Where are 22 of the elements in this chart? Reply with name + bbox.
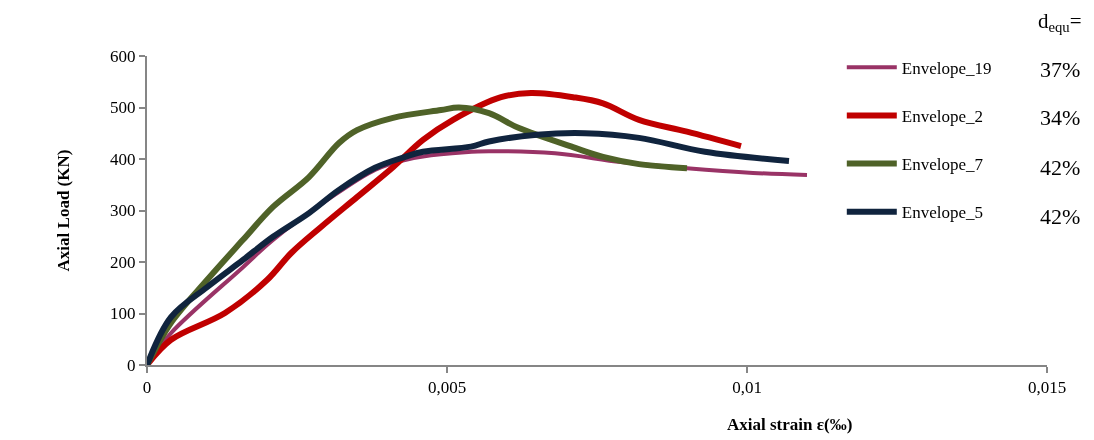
x-tick-label: 0,01: [732, 378, 762, 398]
legend-label: Envelope_5: [901, 203, 983, 223]
y-axis-title: Axial Load (KN): [54, 149, 74, 272]
y-tick-label: 400: [110, 149, 136, 169]
y-tick-label: 0: [127, 355, 136, 375]
text: d$_{equ}$=: [1038, 9, 1082, 36]
y-tick-label: 300: [110, 201, 136, 221]
legend-label: Envelope_2: [901, 107, 983, 127]
x-tick-label: 0: [142, 378, 152, 398]
annotation: 37%: [1040, 57, 1081, 82]
x-tick-label: 0,005: [427, 378, 467, 398]
legend-label: Envelope_7: [901, 155, 984, 175]
x-tick-label: 0,015: [1027, 378, 1067, 398]
legend-label: Envelope_19: [901, 59, 992, 78]
y-tick-label: 500: [110, 98, 136, 118]
annotation: 34%: [1040, 105, 1081, 130]
annotation: 42%: [1040, 204, 1081, 229]
x-axis-title: Axial strain ε(‰): [727, 415, 853, 434]
y-tick-label: 600: [110, 46, 136, 66]
y-tick-label: 100: [110, 304, 136, 324]
y-tick-label: 200: [110, 252, 136, 272]
annotation: 42%: [1040, 155, 1081, 180]
